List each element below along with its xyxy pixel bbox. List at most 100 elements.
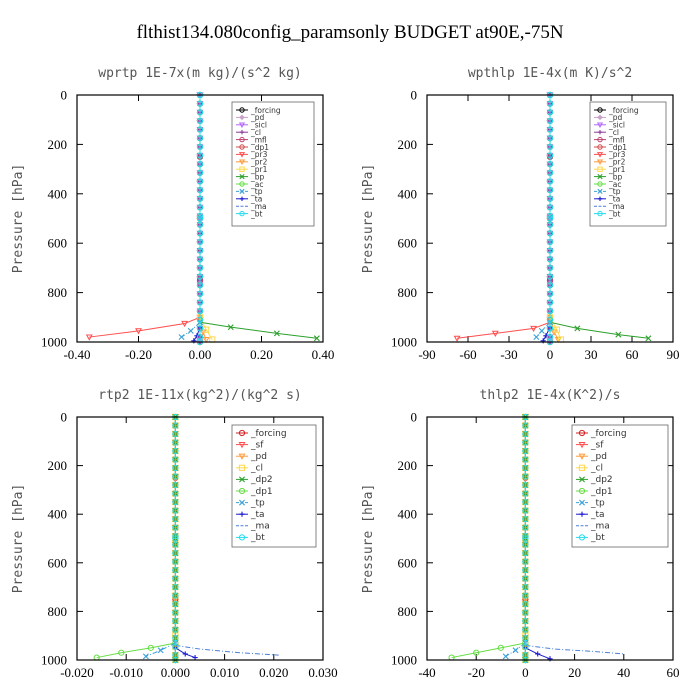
y-tick-label: 200 [48, 458, 68, 473]
panel-title: wpthlp 1E-4x(m K)/s^2 [468, 66, 632, 81]
y-tick-label: 600 [48, 236, 68, 251]
data-point [196, 143, 204, 150]
data-point [546, 256, 554, 263]
y-tick-label: 800 [398, 285, 418, 300]
legend-entry: _forcing [250, 429, 287, 439]
data-point [196, 109, 204, 116]
data-point [172, 652, 179, 659]
legend-entry: _dp1 [608, 143, 627, 152]
x-tick-label: 30 [585, 347, 598, 362]
series-line [457, 321, 551, 339]
series-bp [197, 319, 320, 342]
legend-entry: _dp1 [250, 143, 269, 152]
data-point [522, 584, 529, 591]
x-tick-label: -60 [459, 347, 476, 362]
data-point [546, 186, 554, 194]
data-point [196, 282, 204, 289]
y-tick-label: 200 [48, 137, 68, 152]
data-point [172, 635, 179, 642]
y-tick-label: 800 [48, 285, 68, 300]
legend-marker [579, 499, 585, 506]
data-point [178, 334, 185, 341]
series-ma [525, 644, 624, 655]
legend-box [231, 424, 317, 548]
legend-marker [239, 210, 245, 217]
y-tick-label: 0 [411, 410, 418, 425]
data-point [196, 117, 204, 125]
legend-entry: _pr1 [250, 165, 268, 174]
data-point [546, 308, 554, 315]
panel-title: thlp2 1E-4x(K^2)/s [480, 388, 621, 403]
y-axis-label: Pressure [hPa] [361, 484, 376, 594]
data-point [522, 464, 529, 472]
y-tick-label: 600 [398, 555, 418, 570]
data-point [172, 575, 179, 582]
data-point [522, 609, 529, 616]
series-line [525, 644, 624, 655]
legend-entry: _pd [608, 113, 623, 122]
data-point [522, 515, 529, 523]
plot-frame [76, 416, 324, 661]
legend-entry: _forcing [608, 106, 639, 115]
legend-marker [239, 476, 245, 483]
legend-entry: _ma [250, 202, 267, 211]
legend-entry: _sicl [608, 121, 625, 130]
legend-entry: _ta [250, 510, 265, 520]
data-point [196, 186, 204, 194]
data-point [522, 422, 529, 429]
x-tick-label: -0.010 [109, 665, 143, 680]
series-bt [546, 91, 554, 346]
series-pr3 [453, 319, 554, 342]
legend-entry: _pr3 [250, 150, 268, 159]
legend-entry: _ac [250, 180, 263, 189]
series-bt [522, 413, 529, 664]
data-point [172, 618, 179, 625]
data-point [522, 601, 529, 608]
legend-entry: _bp [250, 172, 265, 181]
legend-entry: _ta [608, 195, 620, 204]
y-tick-label: 0 [61, 88, 68, 103]
data-point [522, 447, 529, 455]
y-tick-label: 0 [61, 410, 68, 425]
x-tick-label: 40 [617, 665, 630, 680]
data-point [196, 169, 204, 176]
data-point [172, 566, 179, 574]
data-point [546, 117, 554, 125]
legend-marker [578, 442, 586, 449]
data-point [196, 230, 204, 237]
legend-entry: _tp [250, 498, 265, 508]
series-line [175, 644, 279, 656]
legend-entry: _ac [608, 180, 621, 189]
data-point [172, 447, 179, 455]
legend-entry: _sf [590, 440, 604, 450]
x-tick-label: 90 [667, 347, 680, 362]
plot-frame [426, 416, 674, 661]
data-point [546, 161, 554, 168]
x-tick-label: -90 [418, 347, 435, 362]
data-point [196, 204, 204, 211]
data-point [196, 215, 204, 222]
x-tick-label: 0.20 [250, 347, 273, 362]
data-point [546, 221, 554, 228]
data-point [196, 212, 204, 220]
data-point [522, 626, 529, 633]
data-point [530, 325, 538, 333]
legend-entry: _ta [590, 510, 605, 520]
plot-frame [76, 94, 324, 343]
data-point [194, 333, 200, 339]
data-point [522, 524, 529, 531]
data-point [182, 651, 188, 657]
x-tick-label: 0.40 [312, 347, 335, 362]
x-tick-label: -30 [500, 347, 517, 362]
data-point [615, 331, 622, 338]
data-point [273, 330, 280, 337]
data-point [172, 422, 179, 429]
data-point [522, 535, 529, 542]
legend-box [231, 101, 315, 227]
series-bt [196, 91, 204, 346]
data-point [196, 221, 204, 228]
data-point [522, 558, 529, 565]
legend-entry: _ma [590, 522, 610, 532]
x-tick-label: 0.010 [210, 665, 239, 680]
legend-marker [238, 487, 246, 495]
